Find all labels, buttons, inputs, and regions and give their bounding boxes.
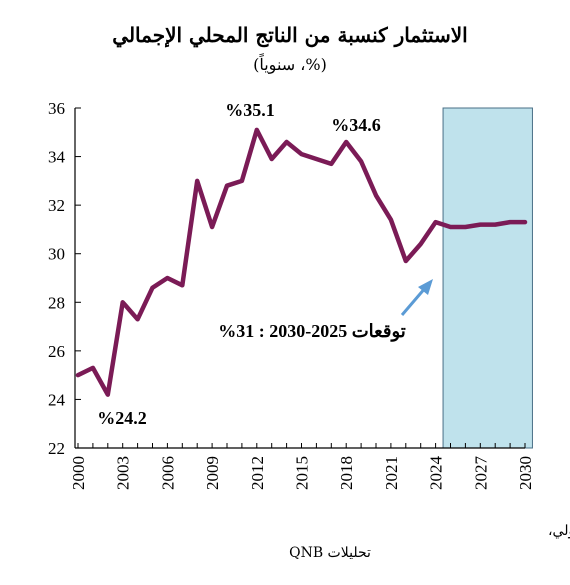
x-tick-label: 2006 xyxy=(158,456,177,490)
y-tick-label: 28 xyxy=(48,293,65,312)
series-line xyxy=(75,127,528,397)
y-tick-label: 26 xyxy=(48,342,65,361)
annotation-forecast: توقعات 2025-2030 : 31% xyxy=(218,321,406,342)
annotation-peak-2018: %34.6 xyxy=(331,115,381,135)
x-tick-label: 2003 xyxy=(114,456,133,490)
x-tick-label: 2021 xyxy=(382,456,401,490)
x-tick-label: 2024 xyxy=(427,456,446,491)
y-tick-label: 24 xyxy=(48,390,66,409)
y-tick-label: 36 xyxy=(48,99,65,118)
y-tick-label: 22 xyxy=(48,439,65,458)
x-tick-label: 2012 xyxy=(248,456,267,490)
y-tick-label: 34 xyxy=(48,148,66,167)
x-tick-label: 2000 xyxy=(69,456,88,490)
source-line-1: المصادر: تقرير آفاق الاقتصاد العالمي الص… xyxy=(548,521,570,539)
x-tick-label: 2015 xyxy=(293,456,312,490)
x-tick-label: 2018 xyxy=(337,456,356,490)
chart-subtitle: (%، سنوياً) xyxy=(253,52,327,74)
x-tick-label: 2030 xyxy=(516,456,535,490)
forecast-region xyxy=(442,107,533,449)
x-tick-label: 2009 xyxy=(203,456,222,490)
forecast-arrow xyxy=(400,286,428,316)
x-axis-ticks: 2000 2003 2006 2009 2012 2015 2018 2021 2024 2027… xyxy=(69,443,535,490)
annotation-peak-2012: %35.1 xyxy=(225,100,275,120)
annotation-low-2002: %24.2 xyxy=(97,408,147,428)
forecast-arrow-head xyxy=(418,279,433,295)
source-line-2: تحليلات QNB xyxy=(289,545,371,561)
y-axis-ticks: 22 24 26 28 30 32 34 36 xyxy=(48,99,81,458)
y-tick-label: 30 xyxy=(48,245,65,264)
y-tick-label: 32 xyxy=(48,196,65,215)
chart-title: الاستثمار كنسبة من الناتج المحلي الإجمال… xyxy=(112,23,467,48)
x-tick-label: 2027 xyxy=(471,456,490,491)
